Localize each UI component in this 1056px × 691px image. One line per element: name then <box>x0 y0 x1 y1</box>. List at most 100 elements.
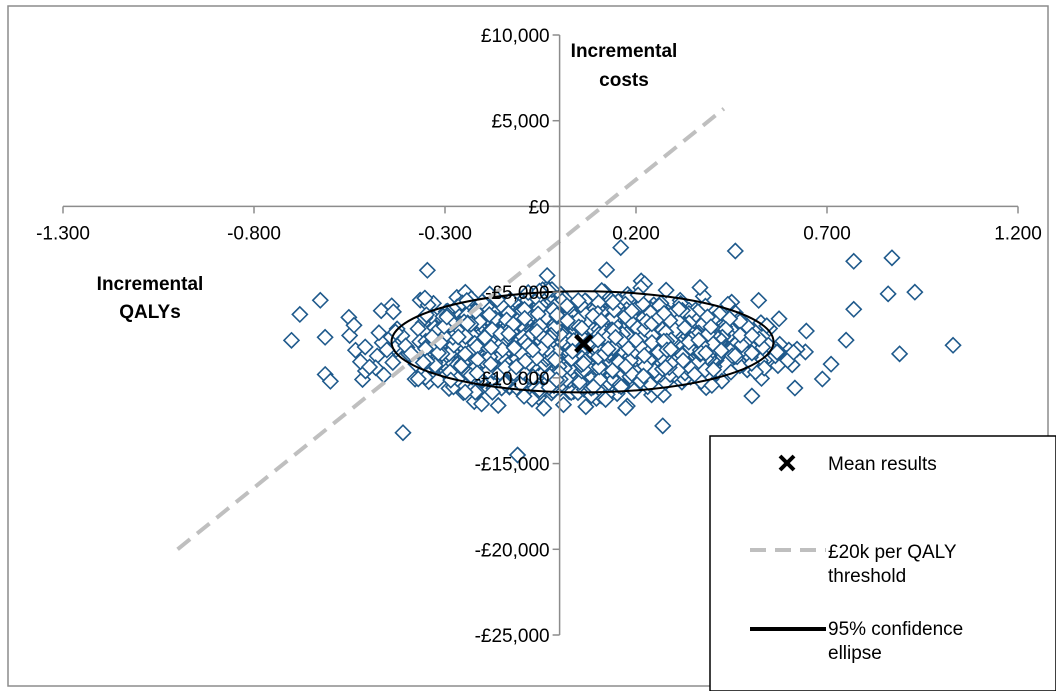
scatter-point <box>603 361 622 380</box>
scatter-point <box>674 351 692 370</box>
scatter-point <box>456 383 474 401</box>
scatter-point <box>726 242 744 260</box>
scatter-point <box>612 238 630 257</box>
scatter-point <box>482 338 500 356</box>
scatter-point <box>449 328 467 346</box>
scatter-point <box>524 341 542 359</box>
legend-label-ellipse-line-2: ellipse <box>828 643 882 664</box>
scatter-point <box>743 387 761 405</box>
scatter-point <box>654 417 672 435</box>
scatter-point <box>906 283 924 301</box>
scatter-point <box>418 261 437 279</box>
legend-label-ellipse-line-1: 95% confidence <box>828 619 963 640</box>
scatter-point <box>743 344 761 362</box>
scatter-point <box>452 357 470 375</box>
confidence-ellipse <box>390 290 775 394</box>
x-tick-label: -0.300 <box>418 223 472 244</box>
legend-item-ellipse: 95% confidence ellipse <box>750 619 963 664</box>
scatter-point <box>573 319 591 337</box>
scatter-point <box>438 308 456 326</box>
y-axis-title: Incremental costs <box>571 41 678 91</box>
y-tick-label: £0 <box>528 197 549 218</box>
scatter-point <box>316 328 334 346</box>
legend-item-threshold: £20k per QALY threshold <box>750 542 957 587</box>
scatter-point <box>670 300 688 318</box>
scatter-point <box>845 252 863 270</box>
scatter-point <box>704 360 723 379</box>
scatter-point <box>409 370 427 388</box>
scatter-point <box>786 379 804 397</box>
scatter-point <box>623 302 641 320</box>
scatter-point <box>480 306 498 324</box>
scatter-point <box>416 289 434 307</box>
scatter-point <box>590 358 608 376</box>
scatter-point <box>321 372 340 390</box>
scatter-point <box>606 328 625 346</box>
scatter-point <box>712 341 730 360</box>
scatter-point <box>890 345 909 363</box>
scatter-point <box>311 291 329 309</box>
scatter-point <box>524 368 542 386</box>
scatter-point <box>617 357 635 375</box>
scatter-point <box>691 278 709 297</box>
legend: Mean results £20k per QALY threshold 95%… <box>709 435 1056 691</box>
scatter-point <box>731 326 749 344</box>
scatter-point <box>505 339 523 357</box>
scatter-point <box>703 376 721 395</box>
scatter-point <box>530 282 549 300</box>
scatter-point <box>944 336 962 354</box>
scatter-point <box>596 390 615 409</box>
scatter-point <box>702 318 720 336</box>
y-tick-label: -£5,000 <box>485 283 549 304</box>
scatter-point <box>617 399 635 417</box>
legend-swatch-x-marker <box>778 454 796 472</box>
scatter-point <box>384 353 402 372</box>
scatter-point <box>476 328 494 347</box>
scatter-point <box>516 352 534 370</box>
scatter-point <box>291 305 309 324</box>
scatter-point <box>879 285 897 303</box>
scatter-point <box>813 370 832 388</box>
scatter-point <box>697 344 715 362</box>
scatter-point <box>468 364 486 382</box>
y-tick-label: £5,000 <box>491 112 549 133</box>
scatter-point <box>558 312 576 330</box>
scatter-points <box>282 238 962 464</box>
threshold-line-layer <box>176 107 726 551</box>
scatter-point <box>726 346 744 365</box>
scatter-point <box>589 331 607 349</box>
scatter-point <box>345 316 363 334</box>
confidence-ellipse-layer <box>390 290 775 394</box>
scatter-point <box>750 291 768 310</box>
scatter-point <box>770 310 788 328</box>
legend-box <box>709 435 1056 691</box>
y-tick-label: -£20,000 <box>475 540 550 561</box>
scatter-point <box>508 446 527 464</box>
scatter-point <box>604 293 622 312</box>
scatter-point <box>360 358 379 376</box>
x-tick-label: 0.700 <box>803 223 851 244</box>
y-tick-label: £10,000 <box>481 26 550 47</box>
x-tick-label: 1.200 <box>994 223 1042 244</box>
scatter-point <box>822 355 840 373</box>
scatter-point <box>584 378 603 396</box>
scatter-point <box>282 331 301 349</box>
x-axis-title: Incremental QALYs <box>97 274 204 323</box>
scatter-point <box>837 331 855 349</box>
scatter-point <box>394 424 412 442</box>
legend-label-threshold-line-1: £20k per QALY <box>828 542 957 563</box>
y-tick-label: -£15,000 <box>475 455 550 476</box>
scatter-point <box>577 398 595 416</box>
scatter-point <box>845 300 863 318</box>
scatter-point <box>500 325 518 343</box>
scatter-point <box>597 261 616 279</box>
scatter-point <box>655 304 673 322</box>
scatter-point <box>483 383 502 401</box>
x-tick-label: 0.200 <box>612 223 660 244</box>
scatter-point <box>797 322 815 340</box>
x-tick-label: -0.800 <box>227 223 281 244</box>
scatter-point <box>676 319 694 337</box>
legend-item-mean: Mean results <box>778 454 937 475</box>
scatter-point <box>634 367 653 385</box>
